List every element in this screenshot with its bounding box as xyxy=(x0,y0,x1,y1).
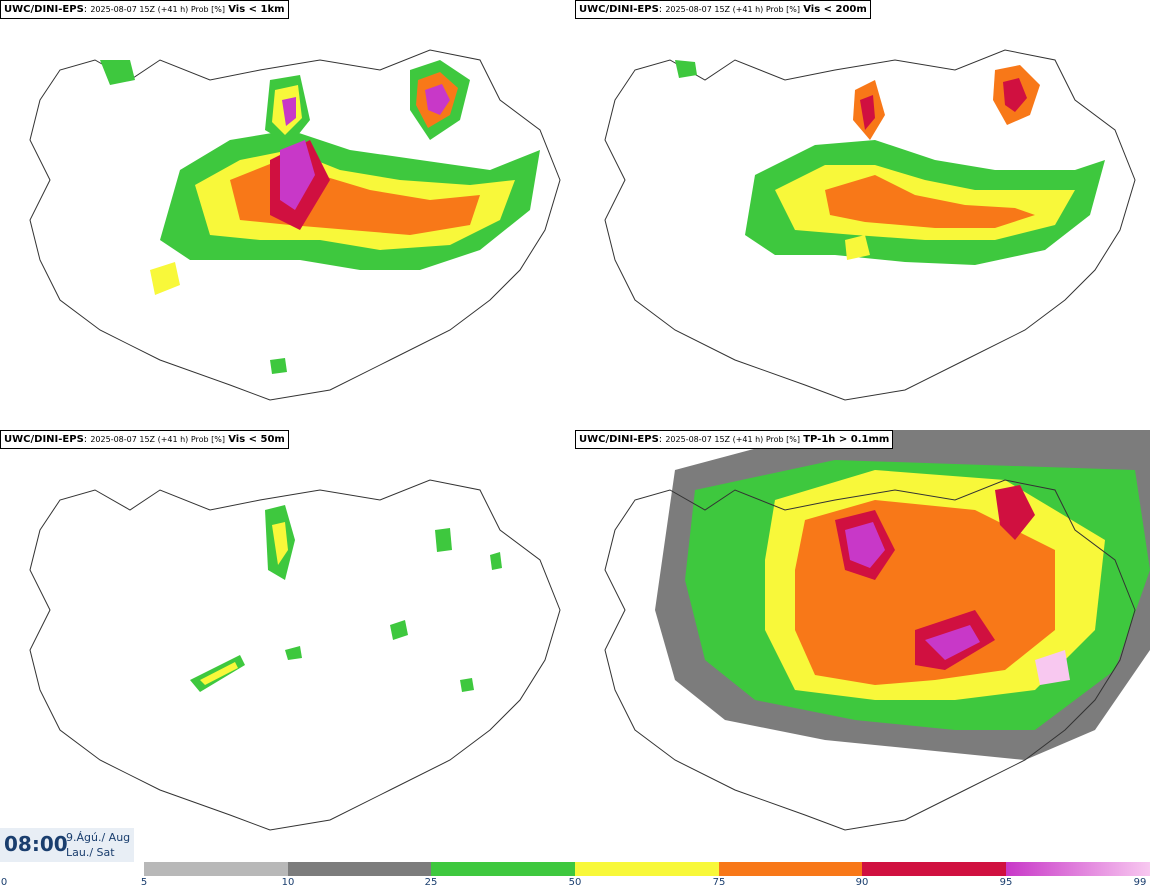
panel-title: UWC/DINI-EPS: 2025-08-07 15Z (+41 h) Pro… xyxy=(0,430,289,449)
colorbar-tick: 50 xyxy=(568,877,582,888)
colorbar-segment xyxy=(862,862,1006,876)
panel-title: UWC/DINI-EPS: 2025-08-07 15Z (+41 h) Pro… xyxy=(575,430,894,449)
colorbar-tick: 99 xyxy=(1133,877,1147,888)
colorbar-tick: 25 xyxy=(424,877,438,888)
map-panel-vis-1km: UWC/DINI-EPS: 2025-08-07 15Z (+41 h) Pro… xyxy=(0,0,575,430)
coastline xyxy=(604,479,1136,831)
colorbar-tick: 0 xyxy=(0,877,8,888)
iceland-map xyxy=(604,430,1150,831)
valid-date: 9.Ágú./ Aug xyxy=(66,831,131,844)
iceland-map xyxy=(29,49,561,401)
colorbar-segment xyxy=(575,862,719,876)
colorbar xyxy=(144,862,1150,876)
colorbar-tick: 90 xyxy=(855,877,869,888)
colorbar-tick: 75 xyxy=(712,877,726,888)
colorbar-segment xyxy=(288,862,431,876)
colorbar-tick: 95 xyxy=(999,877,1013,888)
colorbar-segment xyxy=(719,862,862,876)
colorbar-segment xyxy=(144,862,288,876)
iceland-map xyxy=(604,49,1136,401)
map-panel-vis-50m: UWC/DINI-EPS: 2025-08-07 15Z (+41 h) Pro… xyxy=(0,430,575,860)
colorbar-segment xyxy=(431,862,575,876)
colorbar-tick: 5 xyxy=(140,877,148,888)
panel-title: UWC/DINI-EPS: 2025-08-07 15Z (+41 h) Pro… xyxy=(0,0,289,19)
valid-time: 08:00 xyxy=(4,832,68,856)
coastline xyxy=(29,49,561,401)
valid-time-box: 08:00 9.Ágú./ Aug Lau./ Sat xyxy=(0,828,134,862)
valid-weekday: Lau./ Sat xyxy=(66,846,115,859)
panel-title: UWC/DINI-EPS: 2025-08-07 15Z (+41 h) Pro… xyxy=(575,0,871,19)
map-panel-tp-1h: UWC/DINI-EPS: 2025-08-07 15Z (+41 h) Pro… xyxy=(575,430,1150,860)
coastline xyxy=(29,479,561,831)
map-panel-vis-200m: UWC/DINI-EPS: 2025-08-07 15Z (+41 h) Pro… xyxy=(575,0,1150,430)
colorbar-tick: 10 xyxy=(281,877,295,888)
coastline xyxy=(604,49,1136,401)
colorbar-segment xyxy=(1006,862,1150,876)
iceland-map xyxy=(29,479,561,831)
